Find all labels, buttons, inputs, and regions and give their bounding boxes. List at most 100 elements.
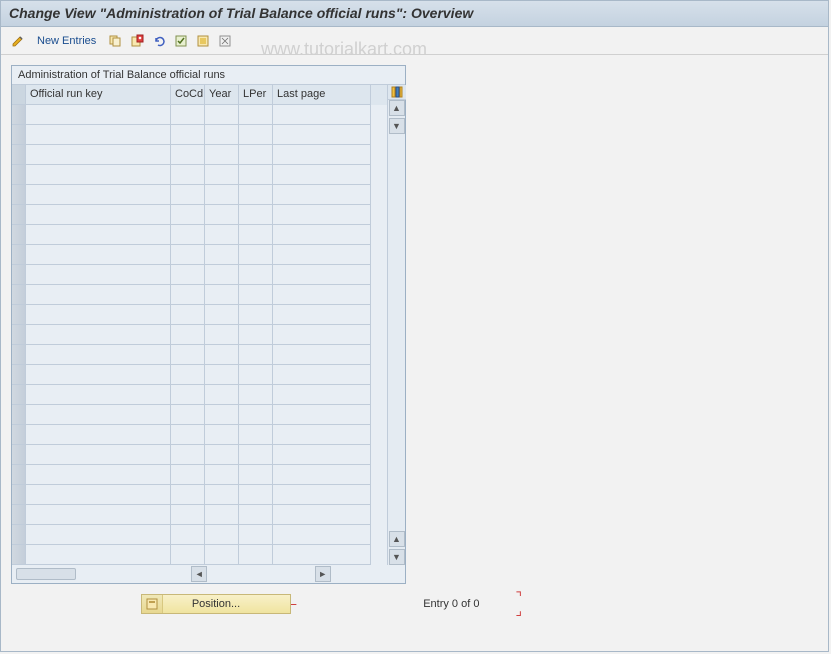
cell-lper[interactable]	[239, 205, 273, 225]
cell-last[interactable]	[273, 265, 371, 285]
vscroll-up-icon[interactable]: ▲	[389, 100, 405, 116]
cell-last[interactable]	[273, 385, 371, 405]
hscroll-right-icon[interactable]: ►	[315, 566, 331, 582]
table-row[interactable]	[12, 165, 387, 185]
cell-year[interactable]	[205, 185, 239, 205]
row-selector[interactable]	[12, 305, 26, 325]
cell-year[interactable]	[205, 385, 239, 405]
cell-lper[interactable]	[239, 485, 273, 505]
table-row[interactable]	[12, 265, 387, 285]
table-row[interactable]	[12, 385, 387, 405]
vscroll-up2-icon[interactable]: ▲	[389, 531, 405, 547]
cell-lper[interactable]	[239, 345, 273, 365]
row-selector[interactable]	[12, 105, 26, 125]
cell-last[interactable]	[273, 225, 371, 245]
cell-key[interactable]	[26, 325, 171, 345]
cell-last[interactable]	[273, 145, 371, 165]
cell-year[interactable]	[205, 205, 239, 225]
table-row[interactable]	[12, 405, 387, 425]
cell-cocd[interactable]	[171, 305, 205, 325]
cell-key[interactable]	[26, 365, 171, 385]
cell-cocd[interactable]	[171, 105, 205, 125]
cell-cocd[interactable]	[171, 225, 205, 245]
cell-key[interactable]	[26, 105, 171, 125]
table-row[interactable]	[12, 205, 387, 225]
cell-cocd[interactable]	[171, 345, 205, 365]
table-row[interactable]	[12, 345, 387, 365]
copy-icon[interactable]	[106, 32, 124, 50]
new-entries-button[interactable]: New Entries	[37, 35, 96, 47]
cell-year[interactable]	[205, 345, 239, 365]
cell-year[interactable]	[205, 225, 239, 245]
select-block-icon[interactable]	[194, 32, 212, 50]
cell-lper[interactable]	[239, 245, 273, 265]
cell-year[interactable]	[205, 485, 239, 505]
cell-last[interactable]	[273, 445, 371, 465]
cell-key[interactable]	[26, 445, 171, 465]
table-row[interactable]	[12, 485, 387, 505]
table-row[interactable]	[12, 245, 387, 265]
cell-last[interactable]	[273, 285, 371, 305]
cell-cocd[interactable]	[171, 405, 205, 425]
cell-lper[interactable]	[239, 445, 273, 465]
cell-last[interactable]	[273, 325, 371, 345]
table-row[interactable]	[12, 305, 387, 325]
table-row[interactable]	[12, 325, 387, 345]
column-lper[interactable]: LPer	[239, 85, 273, 105]
cell-last[interactable]	[273, 185, 371, 205]
cell-cocd[interactable]	[171, 445, 205, 465]
cell-last[interactable]	[273, 305, 371, 325]
horizontal-scrollbar[interactable]: ◄ ►	[12, 565, 387, 583]
table-row[interactable]	[12, 225, 387, 245]
cell-key[interactable]	[26, 165, 171, 185]
cell-last[interactable]	[273, 125, 371, 145]
cell-key[interactable]	[26, 205, 171, 225]
row-selector[interactable]	[12, 365, 26, 385]
cell-cocd[interactable]	[171, 385, 205, 405]
table-row[interactable]	[12, 145, 387, 165]
row-selector[interactable]	[12, 205, 26, 225]
row-selector[interactable]	[12, 325, 26, 345]
select-all-icon[interactable]	[172, 32, 190, 50]
cell-year[interactable]	[205, 125, 239, 145]
change-icon[interactable]	[9, 32, 27, 50]
cell-last[interactable]	[273, 365, 371, 385]
deselect-all-icon[interactable]	[216, 32, 234, 50]
cell-cocd[interactable]	[171, 545, 205, 565]
vertical-scrollbar[interactable]: ▲ ▼ ▲ ▼	[387, 85, 405, 565]
cell-year[interactable]	[205, 105, 239, 125]
configure-columns-icon[interactable]	[388, 85, 406, 100]
cell-cocd[interactable]	[171, 185, 205, 205]
row-selector[interactable]	[12, 285, 26, 305]
row-selector-header[interactable]	[12, 85, 26, 105]
cell-last[interactable]	[273, 245, 371, 265]
column-year[interactable]: Year	[205, 85, 239, 105]
cell-lper[interactable]	[239, 285, 273, 305]
row-selector[interactable]	[12, 145, 26, 165]
cell-key[interactable]	[26, 185, 171, 205]
cell-lper[interactable]	[239, 305, 273, 325]
cell-cocd[interactable]	[171, 205, 205, 225]
cell-lper[interactable]	[239, 545, 273, 565]
cell-key[interactable]	[26, 465, 171, 485]
cell-key[interactable]	[26, 265, 171, 285]
table-row[interactable]	[12, 525, 387, 545]
cell-last[interactable]	[273, 485, 371, 505]
hscroll-handle[interactable]	[16, 568, 76, 580]
cell-last[interactable]	[273, 545, 371, 565]
cell-key[interactable]	[26, 145, 171, 165]
cell-key[interactable]	[26, 285, 171, 305]
cell-year[interactable]	[205, 545, 239, 565]
column-cocd[interactable]: CoCd	[171, 85, 205, 105]
cell-lper[interactable]	[239, 145, 273, 165]
cell-year[interactable]	[205, 405, 239, 425]
cell-key[interactable]	[26, 405, 171, 425]
cell-cocd[interactable]	[171, 285, 205, 305]
row-selector[interactable]	[12, 465, 26, 485]
cell-lper[interactable]	[239, 165, 273, 185]
row-selector[interactable]	[12, 385, 26, 405]
row-selector[interactable]	[12, 405, 26, 425]
cell-lper[interactable]	[239, 405, 273, 425]
cell-last[interactable]	[273, 165, 371, 185]
cell-cocd[interactable]	[171, 325, 205, 345]
